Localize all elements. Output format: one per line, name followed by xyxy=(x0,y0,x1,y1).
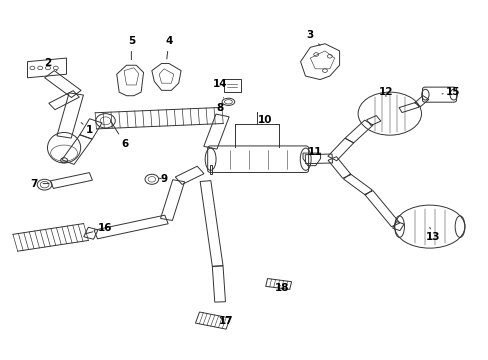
Text: 15: 15 xyxy=(441,87,460,97)
Text: 8: 8 xyxy=(216,98,223,113)
Text: 9: 9 xyxy=(159,174,167,184)
Text: 13: 13 xyxy=(425,227,440,242)
Text: 6: 6 xyxy=(110,121,128,149)
Bar xyxy=(223,79,241,92)
Text: 5: 5 xyxy=(127,36,135,60)
Text: 18: 18 xyxy=(275,283,289,293)
Text: 14: 14 xyxy=(212,79,227,89)
Text: 4: 4 xyxy=(165,36,172,59)
Text: 16: 16 xyxy=(85,224,113,234)
Text: 3: 3 xyxy=(306,30,320,45)
Text: 7: 7 xyxy=(30,179,49,189)
Text: 17: 17 xyxy=(219,316,233,326)
Text: 11: 11 xyxy=(307,147,322,157)
Text: 12: 12 xyxy=(378,87,392,97)
Text: 1: 1 xyxy=(81,123,93,135)
Text: 2: 2 xyxy=(44,58,57,71)
Text: 10: 10 xyxy=(257,115,272,125)
